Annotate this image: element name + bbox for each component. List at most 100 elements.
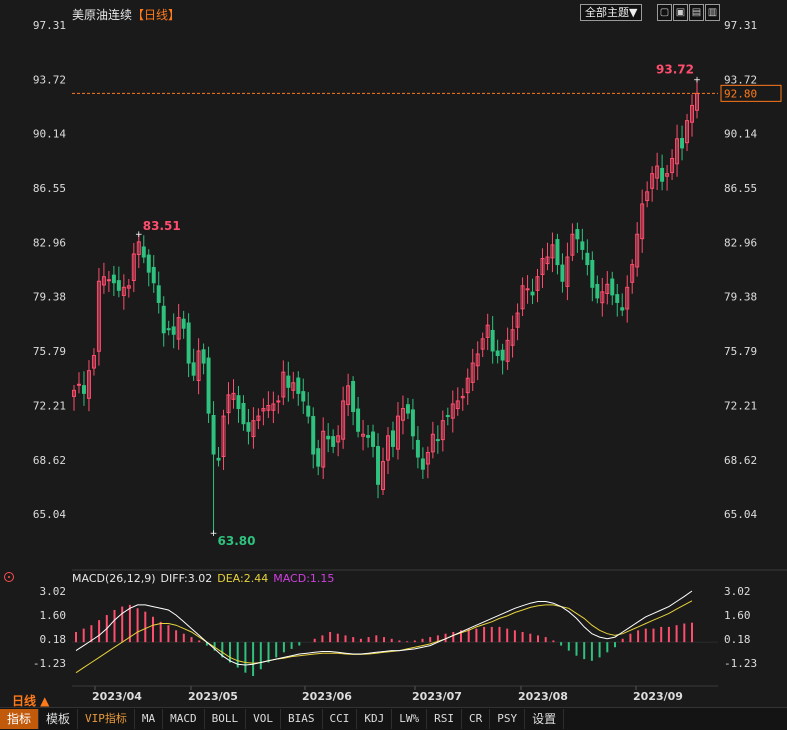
candle-body-109 bbox=[615, 294, 620, 303]
candlestick-series[interactable] bbox=[72, 79, 699, 533]
candle-body-52 bbox=[331, 436, 336, 447]
candle-body-96 bbox=[550, 244, 555, 259]
price-tick-left-7: 72.21 bbox=[33, 399, 66, 412]
toolbar-tab-13[interactable]: PSY bbox=[490, 709, 526, 729]
candle-body-26 bbox=[201, 349, 206, 364]
candle-body-58 bbox=[361, 433, 366, 437]
annotation-marker-0: + bbox=[135, 230, 143, 240]
candle-88 bbox=[510, 315, 515, 358]
candle-body-100 bbox=[570, 233, 575, 256]
price-axis: 97.31 97.31 93.72 93.72 90.14 90.14 86.55 86.55… bbox=[33, 19, 758, 521]
candle-30 bbox=[221, 409, 226, 470]
candle-75 bbox=[445, 407, 450, 426]
time-label-2: 2023/06 bbox=[302, 690, 352, 703]
toolbar-tab-0[interactable]: 指标 bbox=[0, 709, 40, 729]
candle-body-60 bbox=[371, 431, 376, 447]
candle-body-64 bbox=[390, 430, 395, 447]
candle-119 bbox=[665, 164, 670, 191]
window-control-1-icon[interactable]: ▢ bbox=[657, 4, 672, 21]
candle-body-69 bbox=[415, 439, 420, 458]
window-control-2-icon[interactable]: ▣ bbox=[673, 4, 688, 21]
candle-body-14 bbox=[141, 246, 146, 258]
candle-body-115 bbox=[645, 191, 650, 201]
macd-tick-left-0: 3.02 bbox=[40, 585, 67, 598]
candle-body-98 bbox=[560, 264, 565, 282]
candle-115 bbox=[645, 181, 650, 208]
candle-45 bbox=[296, 371, 301, 406]
candle-body-17 bbox=[156, 285, 161, 303]
candle-body-67 bbox=[405, 404, 410, 414]
window-control-3-icon[interactable]: ▤ bbox=[689, 4, 704, 21]
candle-body-56 bbox=[351, 380, 356, 413]
candle-body-53 bbox=[336, 435, 341, 443]
window-control-4-icon[interactable]: ▥ bbox=[705, 4, 720, 21]
theme-dropdown-button[interactable]: 全部主题▼ bbox=[580, 4, 643, 21]
candle-29 bbox=[216, 447, 221, 467]
candle-body-105 bbox=[595, 283, 600, 299]
toolbar-tab-10[interactable]: LW% bbox=[392, 709, 428, 729]
toolbar-tab-6[interactable]: VOL bbox=[246, 709, 282, 729]
candle-body-12 bbox=[131, 253, 136, 281]
candle-106 bbox=[600, 277, 605, 317]
candle-body-2 bbox=[81, 385, 86, 394]
candle-body-47 bbox=[306, 405, 311, 417]
period-selector[interactable]: 日线 ▲ bbox=[12, 694, 50, 708]
candle-51 bbox=[326, 423, 331, 453]
candle-body-49 bbox=[316, 448, 321, 467]
candle-107 bbox=[605, 271, 610, 305]
candle-body-119 bbox=[665, 173, 670, 177]
toolbar-tab-7[interactable]: BIAS bbox=[281, 709, 323, 729]
candle-body-3 bbox=[86, 370, 91, 399]
macd-tick-left-1: 1.60 bbox=[40, 609, 67, 622]
macd-tick-left-2: 0.18 bbox=[40, 633, 67, 646]
toolbar-tab-12[interactable]: CR bbox=[462, 709, 491, 729]
annotation-label-0: 83.51 bbox=[143, 219, 181, 233]
candle-body-123 bbox=[685, 120, 690, 144]
candle-35 bbox=[246, 408, 251, 445]
toolbar-tab-4[interactable]: MACD bbox=[163, 709, 205, 729]
toolbar-tab-9[interactable]: KDJ bbox=[357, 709, 393, 729]
candle-body-89 bbox=[515, 312, 520, 328]
candle-62 bbox=[381, 447, 386, 495]
toolbar-tab-2[interactable]: VIP指标 bbox=[78, 709, 135, 729]
candle-114 bbox=[640, 189, 645, 253]
toolbar-tab-11[interactable]: RSI bbox=[427, 709, 463, 729]
candle-body-94 bbox=[540, 258, 545, 276]
candle-body-62 bbox=[381, 461, 386, 491]
time-label-0: 2023/04 bbox=[92, 690, 142, 703]
candle-body-66 bbox=[400, 408, 405, 421]
candle-102 bbox=[580, 228, 585, 260]
price-tick-left-3: 86.55 bbox=[33, 182, 66, 195]
candle-10 bbox=[121, 274, 126, 310]
macd-panel bbox=[72, 590, 718, 677]
candle-body-74 bbox=[440, 420, 445, 441]
indicator-legend: MACD(26,12,9) DIFF:3.02 DEA:2.44 MACD:1.15 bbox=[72, 572, 339, 585]
candle-body-11 bbox=[126, 285, 131, 289]
toolbar-tab-14[interactable]: 设置 bbox=[525, 709, 565, 729]
dea-line bbox=[75, 600, 693, 674]
candle-38 bbox=[261, 398, 266, 426]
candle-6 bbox=[101, 262, 106, 294]
candle-103 bbox=[585, 239, 590, 276]
candle-80 bbox=[470, 348, 475, 391]
candle-70 bbox=[420, 447, 425, 479]
toolbar-tab-3[interactable]: MA bbox=[135, 709, 164, 729]
candle-90 bbox=[520, 277, 525, 317]
candle-body-117 bbox=[655, 165, 660, 179]
candle-body-23 bbox=[186, 322, 191, 364]
candle-body-90 bbox=[520, 285, 525, 310]
toolbar-tab-8[interactable]: CCI bbox=[323, 709, 358, 729]
candle-body-50 bbox=[321, 430, 326, 468]
annotation-label-2: 93.72 bbox=[656, 62, 694, 76]
candle-body-88 bbox=[510, 329, 515, 346]
macd-label: MACD:1.15 bbox=[273, 572, 335, 585]
toolbar-tab-1[interactable]: 模板 bbox=[39, 709, 79, 729]
candle-65 bbox=[395, 402, 400, 460]
indicator-settings-icon[interactable] bbox=[4, 572, 14, 582]
candle-body-35 bbox=[246, 422, 251, 432]
candle-55 bbox=[346, 373, 351, 417]
candle-body-10 bbox=[121, 286, 126, 296]
candle-53 bbox=[336, 425, 341, 457]
candle-97 bbox=[555, 233, 560, 275]
toolbar-tab-5[interactable]: BOLL bbox=[205, 709, 247, 729]
